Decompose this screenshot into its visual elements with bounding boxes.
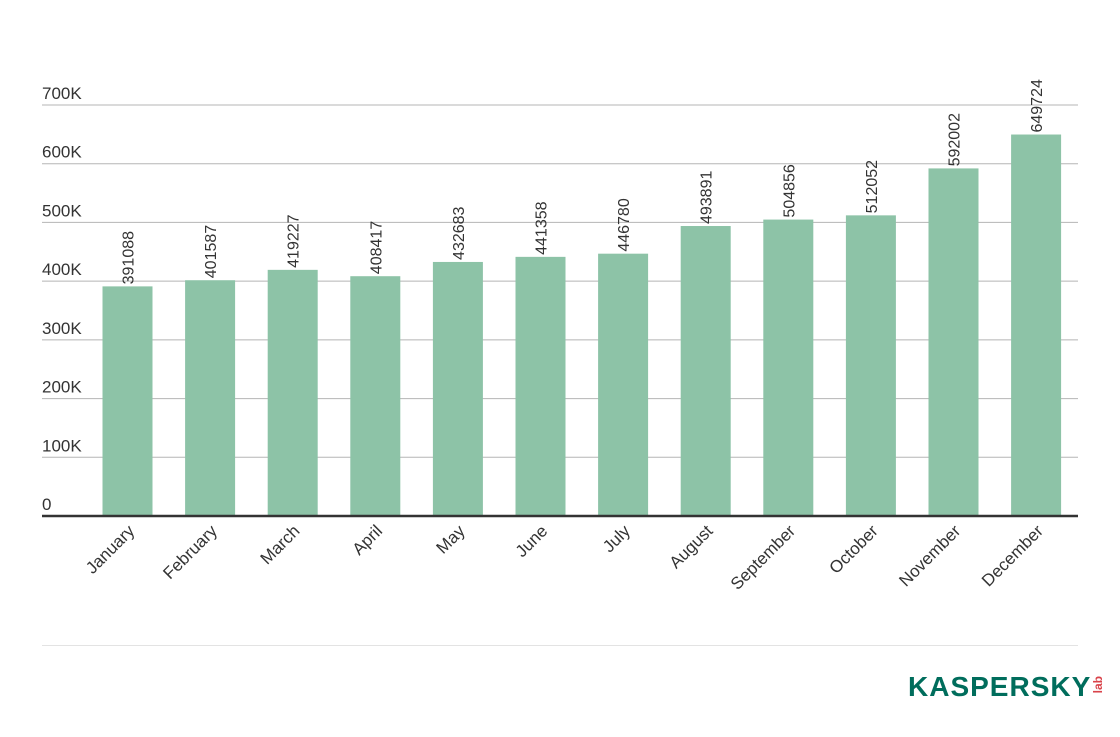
bar — [267, 269, 318, 516]
y-tick-label: 0 — [42, 495, 51, 514]
x-tick-label: March — [257, 521, 304, 568]
x-tick-label: June — [512, 521, 552, 561]
data-label: 419227 — [286, 214, 303, 267]
bar — [1011, 134, 1062, 516]
x-tick-label: February — [159, 521, 221, 583]
x-tick-label: August — [666, 521, 717, 572]
y-tick-label: 600K — [42, 143, 82, 162]
data-label: 432683 — [451, 206, 468, 259]
x-tick-label: September — [727, 521, 799, 593]
data-label: 446780 — [616, 198, 633, 251]
logo-wordmark: KASPERSKY — [908, 671, 1092, 702]
data-label: 441358 — [534, 201, 551, 254]
data-label: 504856 — [781, 164, 798, 217]
data-label: 592002 — [947, 113, 964, 166]
y-tick-label: 700K — [42, 84, 82, 103]
x-tick-label: January — [82, 521, 139, 578]
data-label: 401587 — [203, 225, 220, 278]
y-tick-label: 100K — [42, 436, 82, 455]
y-tick-label: 300K — [42, 319, 82, 338]
x-tick-label: May — [433, 521, 469, 557]
bar — [432, 261, 483, 516]
x-tick-label: December — [978, 521, 1047, 590]
data-label: 493891 — [699, 171, 716, 224]
y-tick-label: 400K — [42, 260, 82, 279]
footer-divider — [42, 645, 1078, 646]
x-tick-label: October — [826, 521, 882, 577]
data-labels: 391088 401587 419227 408417 432683 441358 4467… — [121, 79, 1047, 284]
bar — [598, 253, 649, 516]
y-tick-label: 500K — [42, 201, 82, 220]
bars — [102, 134, 1062, 517]
logo-sub-mark: lab — [1091, 676, 1106, 694]
x-tick-label: July — [599, 521, 634, 556]
data-label: 391088 — [121, 231, 138, 284]
bar — [928, 168, 979, 516]
bar — [102, 286, 153, 516]
bar — [350, 276, 401, 516]
x-tick-label: November — [895, 521, 964, 590]
y-tick-label: 200K — [42, 378, 82, 397]
data-label: 408417 — [368, 221, 385, 274]
bar — [763, 219, 814, 517]
bar — [185, 280, 236, 516]
data-label: 649724 — [1029, 79, 1046, 132]
x-axis-ticks: January February March April May June July Augu… — [82, 521, 1047, 594]
kaspersky-lab-logo: KASPERSKY lab — [908, 670, 1106, 704]
bar — [845, 215, 896, 516]
bar — [680, 226, 731, 516]
x-tick-label: April — [349, 521, 386, 558]
y-axis-ticks: 0 100K 200K 300K 400K 500K 600K 700K — [42, 84, 82, 514]
bar — [515, 256, 566, 516]
data-label: 512052 — [864, 160, 881, 213]
